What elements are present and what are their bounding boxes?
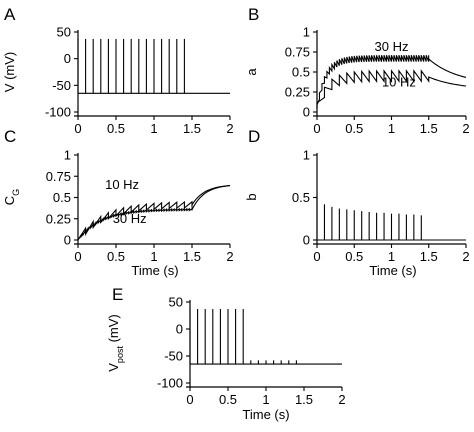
x-tick-label: 0 (74, 121, 81, 136)
x-tick-label: 2 (226, 249, 233, 264)
x-tick-label: 0.5 (107, 249, 125, 264)
series-annotation: 10 Hz (105, 177, 139, 192)
series-30-hz (77, 185, 231, 241)
x-tick-label: 1.5 (183, 121, 201, 136)
y-tick-label: 50 (57, 25, 71, 40)
panel-b: B 0 0.5 1 1.5 2 0 0.25 0.5 0.75 1 a 30 Hz 10 Hz (244, 5, 470, 136)
x-tick-label: 1 (262, 392, 269, 407)
series-10-hz (316, 69, 467, 108)
x-tick-label: 1.5 (183, 249, 201, 264)
y-tick-label: -50 (52, 78, 71, 93)
x-tick-label: 0.5 (219, 392, 237, 407)
y-tick-label: 0.5 (53, 190, 71, 205)
x-tick-label: 0 (313, 121, 320, 136)
series-annotation: 10 Hz (382, 74, 416, 89)
x-tick-label: 2 (462, 249, 469, 264)
x-tick-label: 1.5 (420, 249, 438, 264)
x-tick-label: 0 (74, 249, 81, 264)
y-axis-label: V (mV) (2, 52, 17, 92)
y-tick-label: -100 (157, 376, 183, 391)
panel-letter: E (112, 285, 123, 304)
x-tick-label: 0.5 (345, 121, 363, 136)
y-tick-label: 0 (303, 105, 310, 120)
y-tick-label: 0 (303, 233, 310, 248)
y-tick-label: 0.5 (292, 190, 310, 205)
x-tick-label: 1 (388, 249, 395, 264)
series-annotation: 30 Hz (113, 211, 147, 226)
y-axis-label: a (244, 68, 259, 76)
series-annotation: 30 Hz (375, 39, 409, 54)
y-tick-label: 0.5 (292, 65, 310, 80)
x-axis-label: Time (s) (131, 263, 178, 278)
panel-letter: B (248, 5, 259, 24)
x-tick-label: 1 (150, 249, 157, 264)
x-tick-label: 2 (226, 121, 233, 136)
panel-e: E 0 0.5 1 1.5 2 -100 -50 0 50 Vpost (mV) Time (s) (106, 285, 346, 422)
series-30-hz (316, 55, 467, 108)
series-10-hz (77, 185, 231, 241)
x-tick-label: 0 (313, 249, 320, 264)
panel-letter: D (248, 127, 260, 146)
x-tick-label: 2 (462, 121, 469, 136)
y-axis-label: CG (2, 189, 21, 205)
y-tick-label: 1 (303, 25, 310, 40)
x-tick-label: 1.5 (420, 121, 438, 136)
x-tick-label: 1.5 (295, 392, 313, 407)
x-axis-label: Time (s) (242, 407, 289, 422)
x-tick-label: 1 (388, 121, 395, 136)
y-tick-label: 0 (176, 322, 183, 337)
y-tick-label: 50 (169, 295, 183, 310)
y-tick-label: -100 (45, 105, 71, 120)
panel-c: C 0 0.5 1 1.5 2 0 0.25 0.5 0.75 1 CG Time (s) 10 Hz 30… (2, 127, 234, 278)
y-tick-label: 0.25 (46, 211, 71, 226)
y-tick-label: 1 (303, 148, 310, 163)
y-tick-label: -50 (164, 349, 183, 364)
y-tick-label: 0.75 (46, 169, 71, 184)
x-tick-label: 0.5 (107, 121, 125, 136)
y-tick-label: 0 (64, 51, 71, 66)
x-tick-label: 0 (186, 392, 193, 407)
y-axis-label: Vpost (mV) (106, 314, 125, 371)
x-axis-label: Time (s) (369, 263, 416, 278)
y-axis-label: b (244, 193, 259, 200)
y-tick-label: 0.25 (285, 85, 310, 100)
x-tick-label: 2 (338, 392, 345, 407)
x-tick-label: 1 (150, 121, 157, 136)
y-tick-label: 1 (64, 148, 71, 163)
panel-letter: C (4, 127, 16, 146)
panel-a: A 0 0.5 1 1.5 2 -100 -50 0 50 V (mV) (2, 5, 234, 136)
panel-letter: A (4, 5, 16, 24)
y-tick-label: 0 (64, 233, 71, 248)
x-tick-label: 0.5 (345, 249, 363, 264)
panel-d: D 0 0.5 1 1.5 2 0 0.5 1 b Time (s) (244, 127, 470, 278)
y-tick-label: 0.75 (285, 45, 310, 60)
